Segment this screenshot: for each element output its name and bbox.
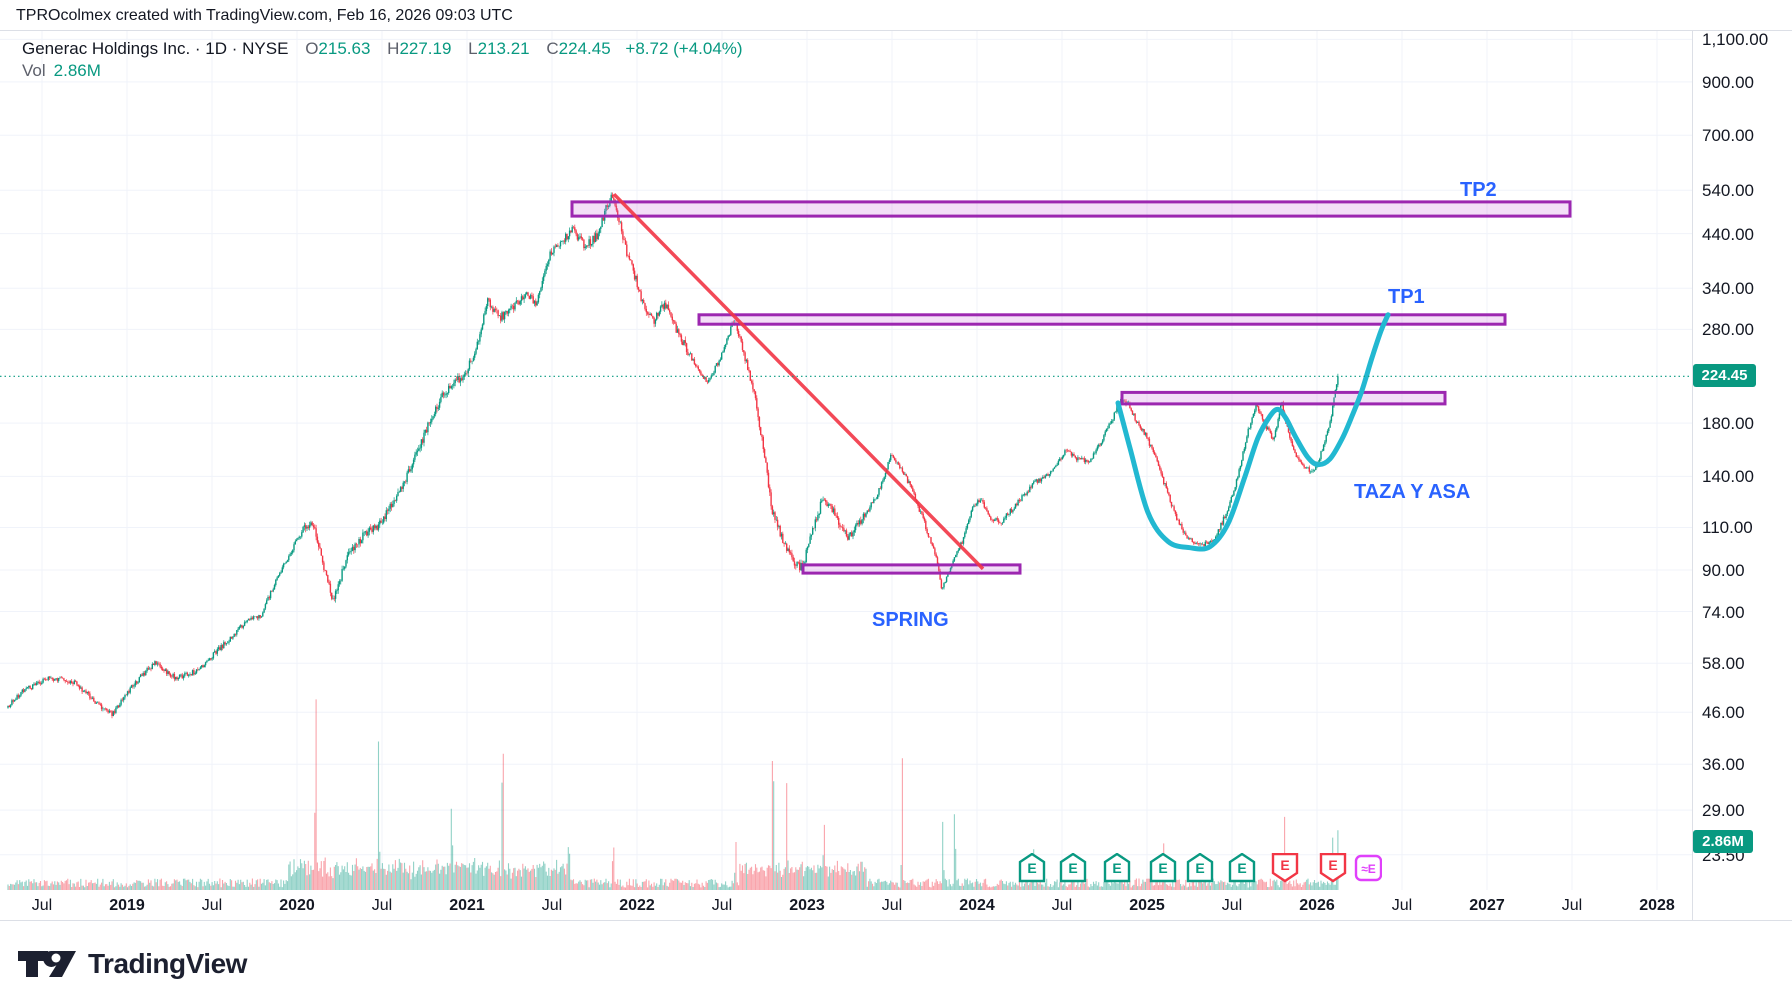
price-axis-tick[interactable]: 280.00 xyxy=(1702,320,1754,340)
grid-lines xyxy=(0,30,1692,890)
volume-legend: Vol 2.86M xyxy=(22,61,101,81)
price-axis-tick[interactable]: 90.00 xyxy=(1702,561,1745,581)
earnings-marker-icon[interactable]: E xyxy=(1228,852,1256,883)
time-axis-tick[interactable]: Jul xyxy=(1391,897,1413,914)
tp2-zone[interactable] xyxy=(570,200,1572,218)
high-value: 227.19 xyxy=(399,39,452,58)
svg-text:E: E xyxy=(1237,860,1246,876)
change-value: +8.72 (+4.04%) xyxy=(625,39,743,58)
earnings-marker-icon[interactable]: E xyxy=(1018,852,1046,883)
candle-wicks-up xyxy=(7,192,1339,717)
time-axis-tick[interactable]: Jul xyxy=(201,897,223,914)
time-axis-tick[interactable]: Jul xyxy=(31,897,53,914)
time-axis-tick[interactable]: 2024 xyxy=(959,897,995,914)
downtrend-line[interactable] xyxy=(612,192,985,571)
price-axis-tick[interactable]: 36.00 xyxy=(1702,755,1745,775)
svg-text:E: E xyxy=(1280,857,1289,873)
annotation-label-tp2[interactable]: TP2 xyxy=(1460,179,1497,201)
price-axis-tick[interactable]: 540.00 xyxy=(1702,181,1754,201)
price-axis-tick[interactable]: 440.00 xyxy=(1702,224,1754,244)
spring-zone[interactable] xyxy=(801,563,1022,575)
price-axis-tick[interactable]: 74.00 xyxy=(1702,602,1745,622)
time-axis-tick[interactable]: Jul xyxy=(1221,897,1243,914)
svg-text:E: E xyxy=(1195,860,1204,876)
svg-text:≈E: ≈E xyxy=(1361,862,1376,876)
annotation-label-taza-y-asa[interactable]: TAZA Y ASA xyxy=(1354,481,1471,503)
symbol-title[interactable]: Generac Holdings Inc. · 1D · NYSE xyxy=(22,39,289,58)
price-axis-tick[interactable]: 180.00 xyxy=(1702,414,1754,434)
tradingview-logo-text: TradingView xyxy=(88,948,247,979)
pane-top-border xyxy=(0,30,1792,31)
time-axis-tick[interactable]: Jul xyxy=(371,897,393,914)
price-axis-tick[interactable]: 29.00 xyxy=(1702,801,1745,821)
tradingview-logo-icon xyxy=(18,950,76,977)
time-axis-tick[interactable]: 2021 xyxy=(449,897,485,914)
symbol-legend: Generac Holdings Inc. · 1D · NYSE O215.6… xyxy=(22,39,743,59)
price-axis-tick[interactable]: 700.00 xyxy=(1702,126,1754,146)
time-axis-tick[interactable]: 2027 xyxy=(1469,897,1505,914)
annotation-label-spring[interactable]: SPRING xyxy=(872,609,949,631)
svg-text:E: E xyxy=(1068,860,1077,876)
price-axis-tick[interactable]: 46.00 xyxy=(1702,703,1745,723)
price-axis-tick[interactable]: 140.00 xyxy=(1702,467,1754,487)
earnings-marker-icon[interactable]: E xyxy=(1186,852,1214,883)
candle-bodies-down xyxy=(8,194,1310,716)
time-axis-tick[interactable]: 2023 xyxy=(789,897,825,914)
price-axis-border xyxy=(1692,30,1693,920)
resistance-zone[interactable] xyxy=(1120,390,1447,406)
current-price-tag: 224.45 xyxy=(1693,364,1756,387)
svg-text:E: E xyxy=(1328,857,1337,873)
earnings-marker-icon[interactable]: E xyxy=(1059,852,1087,883)
price-axis-tick[interactable]: 110.00 xyxy=(1702,518,1753,538)
price-axis-tick[interactable]: 58.00 xyxy=(1702,654,1745,674)
tradingview-logo[interactable]: TradingView xyxy=(16,947,247,981)
candle-wicks-down xyxy=(8,192,1310,719)
time-axis-tick[interactable]: Jul xyxy=(1051,897,1073,914)
time-axis-tick[interactable]: 2022 xyxy=(619,897,655,914)
tp1-zone[interactable] xyxy=(697,313,1507,326)
price-axis-tick[interactable]: 340.00 xyxy=(1702,279,1754,299)
time-axis-tick[interactable]: 2028 xyxy=(1639,897,1675,914)
volume-value: 2.86M xyxy=(53,61,101,80)
volume-bars-up xyxy=(7,741,1339,890)
time-axis-border xyxy=(0,920,1792,921)
time-axis-tick[interactable]: 2026 xyxy=(1299,897,1335,914)
close-value: 224.45 xyxy=(558,39,611,58)
earnings-marker-icon[interactable]: E xyxy=(1149,852,1177,883)
open-value: 215.63 xyxy=(318,39,371,58)
price-axis-tick[interactable]: 1,100.00 xyxy=(1702,30,1769,50)
chart-credit-header: TPROcolmex created with TradingView.com,… xyxy=(16,7,513,24)
time-axis-tick[interactable]: Jul xyxy=(541,897,563,914)
earnings-marker-icon[interactable]: E xyxy=(1103,852,1131,883)
close-label: C xyxy=(546,39,559,58)
earnings-marker-icon[interactable]: ≈E xyxy=(1354,853,1383,883)
time-axis-tick[interactable]: 2019 xyxy=(109,897,145,914)
svg-text:E: E xyxy=(1027,860,1036,876)
earnings-marker-icon[interactable]: E xyxy=(1319,852,1347,883)
low-label: L xyxy=(468,39,478,58)
volume-label: Vol xyxy=(22,61,46,80)
high-label: H xyxy=(387,39,400,58)
low-value: 213.21 xyxy=(477,39,530,58)
candle-bodies-up xyxy=(7,194,1339,716)
earnings-marker-icon[interactable]: E xyxy=(1271,852,1299,883)
open-label: O xyxy=(305,39,319,58)
time-axis-tick[interactable]: 2020 xyxy=(279,897,315,914)
current-volume-tag: 2.86M xyxy=(1693,830,1753,853)
cup-and-handle-curve[interactable] xyxy=(1115,312,1391,552)
time-axis-tick[interactable]: Jul xyxy=(881,897,903,914)
svg-text:E: E xyxy=(1112,860,1121,876)
annotation-label-tp1[interactable]: TP1 xyxy=(1388,286,1425,308)
time-axis-tick[interactable]: Jul xyxy=(711,897,733,914)
time-axis-tick[interactable]: 2025 xyxy=(1129,897,1165,914)
volume-bars-down xyxy=(8,699,1310,890)
svg-text:E: E xyxy=(1158,860,1167,876)
time-axis-tick[interactable]: Jul xyxy=(1561,897,1583,914)
price-axis-tick[interactable]: 900.00 xyxy=(1702,72,1754,92)
